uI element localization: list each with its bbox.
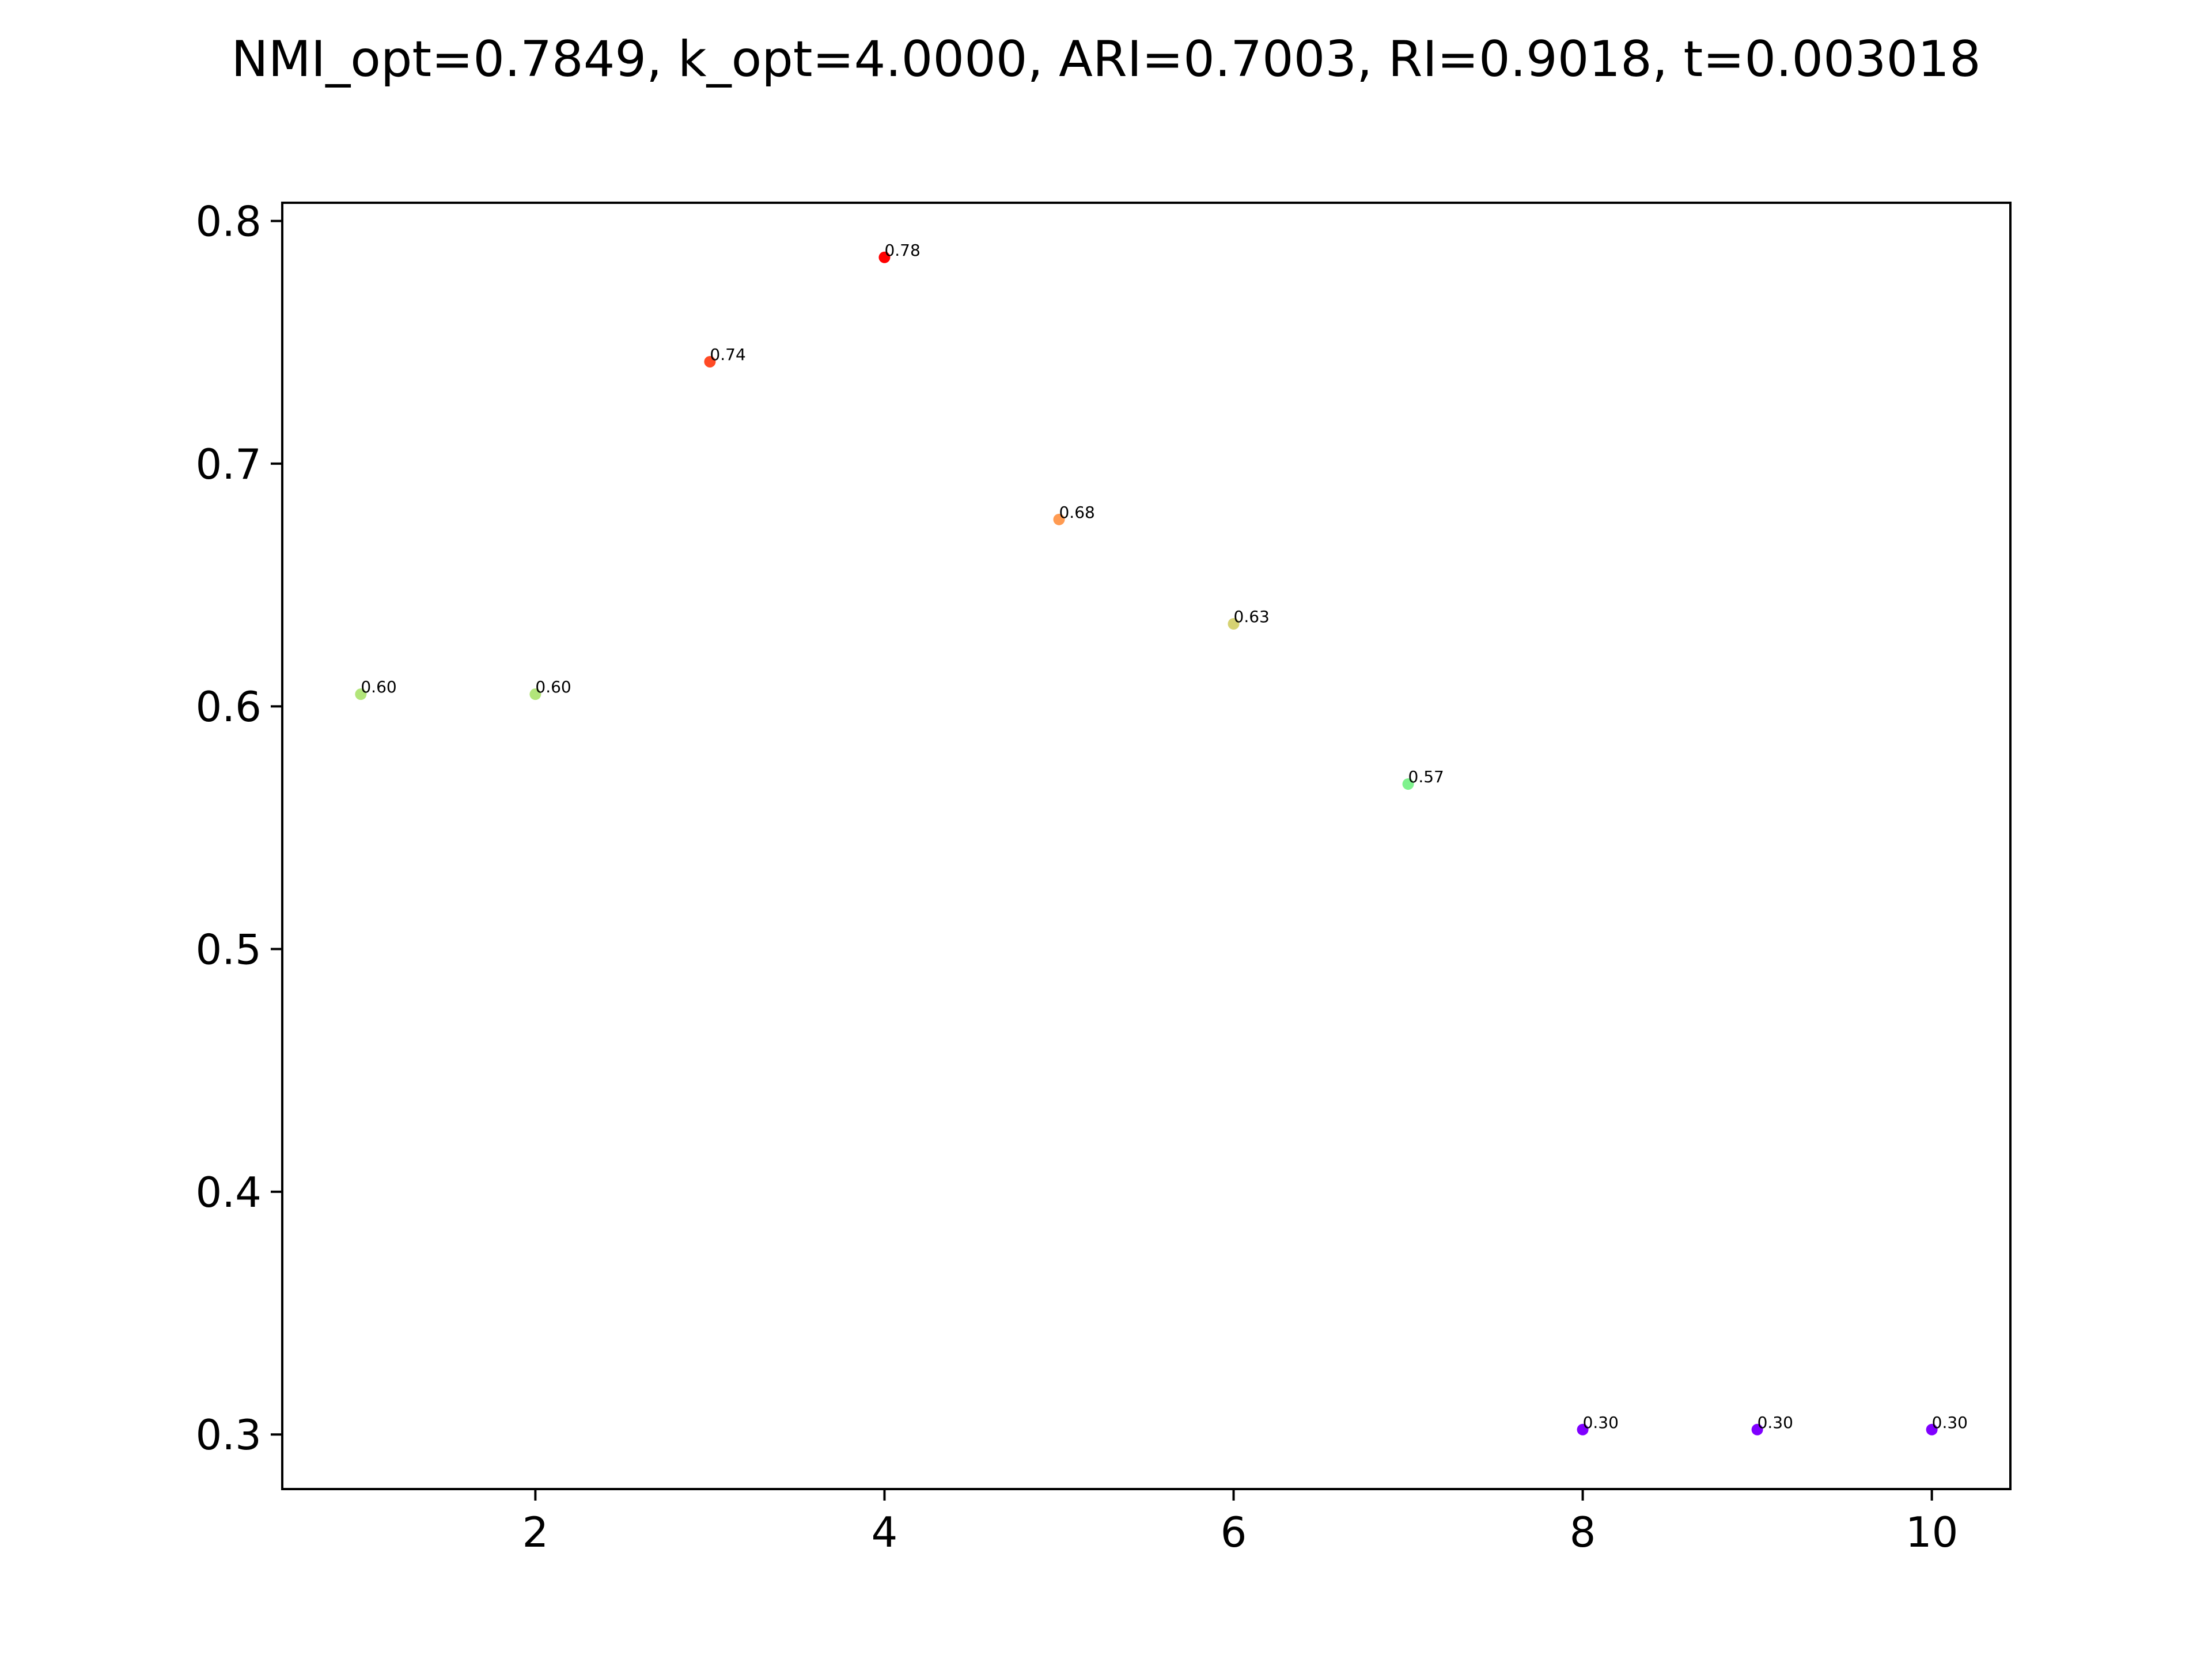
data-point [1926,1423,1938,1435]
x-axis-ticks: 2 4 6 8 10 [522,1489,1958,1556]
data-point [704,355,716,368]
data-point [1577,1423,1589,1435]
data-point [1228,618,1240,630]
x-tick-label: 10 [1906,1508,1959,1556]
x-tick-label: 4 [872,1508,898,1556]
data-point-label: 0.63 [1234,607,1270,626]
plot-area-frame [281,202,2012,1490]
y-tick-label: 0.3 [195,1411,262,1459]
data-point [1751,1423,1763,1435]
data-points [355,251,1938,1435]
data-point [355,688,367,700]
y-tick-label: 0.4 [195,1168,262,1217]
y-tick-label: 0.8 [195,198,262,246]
y-tick-label: 0.6 [195,683,262,731]
x-tick-label: 6 [1221,1508,1247,1556]
data-point [878,251,891,263]
data-point [529,688,541,700]
data-point [1402,778,1414,790]
data-point-labels: 0.60 0.60 0.74 0.78 0.68 0.63 0.57 0.30 0.30 0.30 [361,241,1968,1432]
data-point-label: 0.74 [710,345,745,364]
data-point-label: 0.60 [535,677,571,696]
y-tick-label: 0.7 [195,440,262,488]
data-point-label: 0.30 [1932,1413,1968,1432]
y-axis-ticks: 0.3 0.4 0.5 0.6 0.7 0.8 [195,198,282,1459]
data-point-label: 0.78 [884,241,920,260]
data-point-label: 0.60 [361,677,396,696]
data-point-label: 0.30 [1758,1413,1793,1432]
y-tick-label: 0.5 [195,926,262,974]
chart-title: NMI_opt=0.7849, k_opt=4.0000, ARI=0.7003… [231,31,1980,88]
x-tick-label: 2 [522,1508,548,1556]
x-tick-label: 8 [1570,1508,1596,1556]
data-point-label: 0.57 [1408,767,1444,786]
data-point-label: 0.30 [1583,1413,1619,1432]
data-point [1053,513,1065,525]
data-point-label: 0.68 [1059,503,1094,522]
